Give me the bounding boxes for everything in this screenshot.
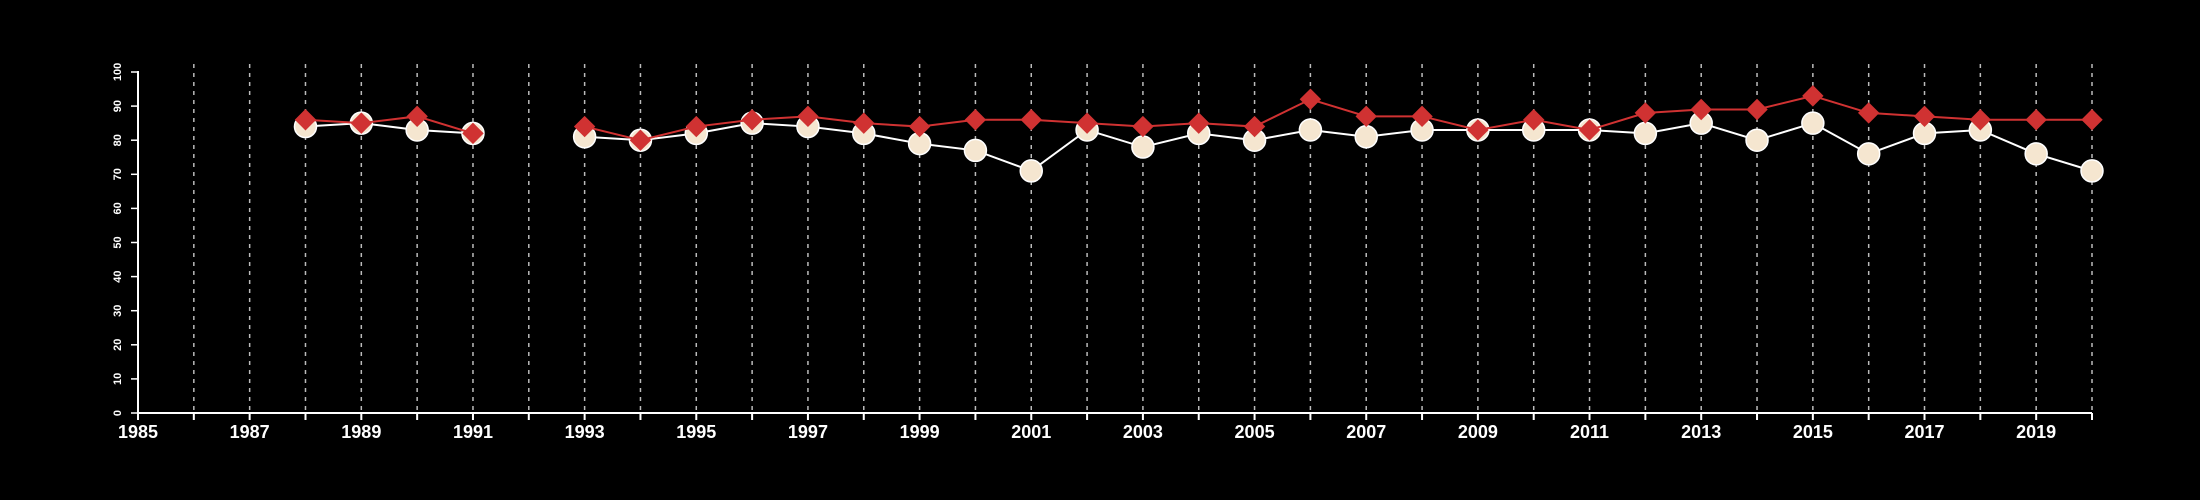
x-tick-label: 2015 — [1793, 422, 1833, 442]
x-tick-label: 2007 — [1346, 422, 1386, 442]
data-point — [1746, 98, 1768, 121]
data-point — [1690, 98, 1712, 121]
data-point — [1298, 118, 1323, 142]
data-point — [1188, 112, 1210, 134]
data-point — [1856, 142, 1881, 166]
data-point — [2081, 109, 2103, 131]
data-point — [1076, 112, 1098, 134]
data-point — [1802, 85, 1824, 107]
data-point — [1354, 125, 1378, 149]
data-point — [741, 109, 763, 131]
data-point — [1634, 102, 1657, 124]
x-tick-label: 1997 — [788, 422, 828, 442]
y-tick-label: 90 — [112, 100, 124, 112]
data-point — [350, 112, 373, 134]
data-point — [406, 105, 428, 128]
x-tick-label: 2019 — [2016, 422, 2056, 442]
data-point — [853, 112, 875, 134]
series-line — [305, 115, 474, 135]
vertical-gridlines — [193, 64, 2093, 413]
data-point — [908, 115, 931, 138]
y-tick-label: 30 — [112, 305, 124, 317]
data-point — [629, 129, 652, 151]
data-point — [1969, 109, 1992, 131]
x-tick-label: 1989 — [341, 422, 381, 442]
x-tick-label: 2011 — [1570, 422, 1609, 442]
data-point — [1243, 115, 1266, 138]
data-point — [1857, 102, 1880, 124]
x-tick-label: 2013 — [1681, 422, 1721, 442]
series-diamond — [294, 85, 2103, 151]
data-point — [1020, 109, 1042, 131]
y-tick-label: 70 — [112, 168, 124, 180]
series-line — [584, 94, 2092, 142]
x-tick-label: 1999 — [900, 422, 940, 442]
data-point — [294, 109, 317, 131]
x-tick-label: 1987 — [230, 422, 270, 442]
y-tick-label: 10 — [112, 373, 124, 385]
y-tick-label: 60 — [112, 202, 124, 214]
series-line — [584, 122, 2093, 173]
data-point — [1411, 105, 1433, 128]
data-point — [573, 115, 596, 138]
x-tick-label: 1995 — [676, 422, 716, 442]
data-point — [2024, 142, 2048, 166]
x-tick-label: 1993 — [565, 422, 605, 442]
data-point — [1132, 115, 1154, 138]
x-tick-label: 2017 — [1904, 422, 1944, 442]
data-point — [963, 138, 988, 163]
y-tick-label: 100 — [112, 63, 124, 81]
axes: 1985 1987 1989 1991 1993 1995 1997 1999 2001 2003… — [112, 63, 2093, 442]
data-point — [1801, 111, 1825, 135]
x-tick-label: 1985 — [118, 422, 158, 442]
data-point — [1578, 119, 1601, 141]
data-point — [1745, 128, 1769, 152]
data-point — [1633, 121, 1658, 146]
series-line — [305, 122, 474, 135]
y-tick-label: 0 — [112, 410, 124, 416]
data-point — [1913, 105, 1936, 128]
data-point — [462, 122, 484, 145]
y-tick-label: 80 — [112, 134, 124, 146]
data-point — [1523, 109, 1545, 131]
data-point — [1467, 119, 1489, 141]
data-series — [293, 85, 2104, 183]
data-point — [1019, 159, 1044, 183]
x-tick-label: 1991 — [453, 422, 493, 442]
x-tick-label: 2001 — [1011, 422, 1051, 442]
y-tick-label: 50 — [112, 236, 124, 248]
data-point — [797, 105, 819, 128]
y-tick-label: 20 — [112, 339, 124, 351]
x-tick-label: 2009 — [1458, 422, 1498, 442]
data-point — [1131, 135, 1155, 159]
y-tick-label: 40 — [112, 270, 124, 282]
data-point — [1355, 105, 1377, 128]
data-point — [685, 115, 707, 138]
data-point — [1299, 88, 1322, 110]
data-point — [2080, 159, 2104, 183]
x-tick-label: 2003 — [1123, 422, 1163, 442]
x-tick-label: 2005 — [1235, 422, 1275, 442]
data-point — [964, 109, 987, 131]
data-point — [2025, 109, 2047, 131]
